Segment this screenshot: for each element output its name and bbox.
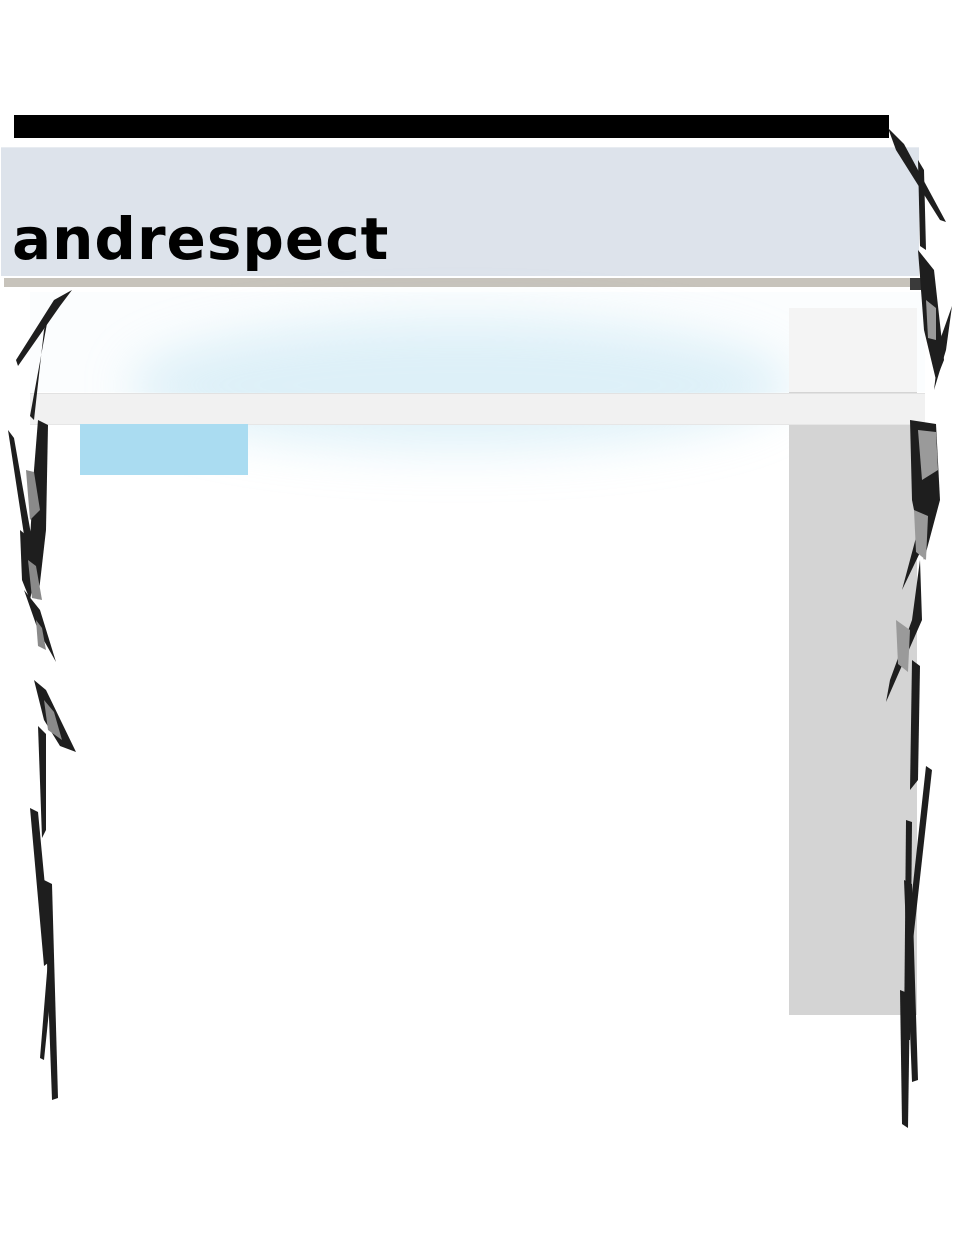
- header-divider: [4, 278, 920, 287]
- top-bar: [14, 115, 889, 138]
- banner-area: [30, 292, 925, 392]
- header-band: [1, 147, 919, 276]
- nav-tab-active[interactable]: [80, 424, 248, 475]
- sidebar-panel-header: [789, 308, 917, 392]
- navigation-bar: [30, 393, 925, 425]
- grass-border-right-icon: [886, 128, 952, 1128]
- sidebar-panel: [789, 308, 917, 1015]
- site-title[interactable]: andrespect: [12, 205, 390, 273]
- grass-border-left-icon: [8, 290, 76, 1100]
